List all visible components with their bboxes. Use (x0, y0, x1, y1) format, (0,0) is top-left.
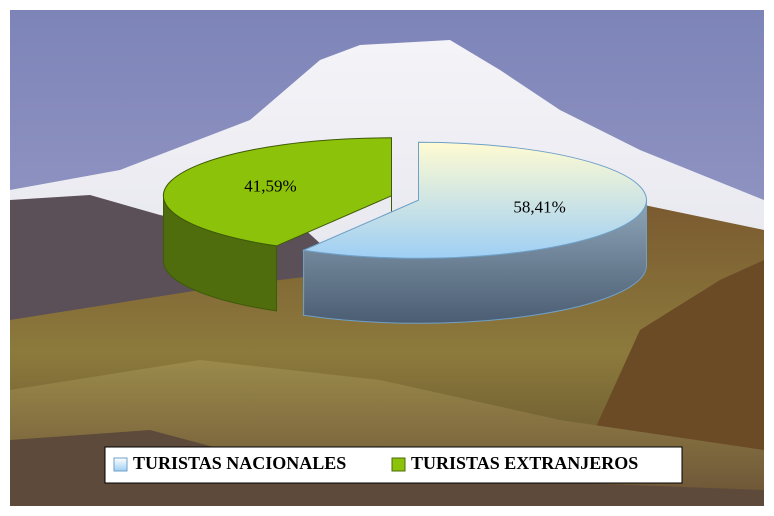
legend-swatch (114, 458, 127, 471)
data-label: 58,41% (513, 197, 565, 216)
legend-swatch (392, 458, 405, 471)
chart: 41,59% 58,41% TURISTAS NACIONALES TURISTA… (0, 0, 774, 516)
legend-label: TURISTAS EXTRANJEROS (411, 453, 638, 473)
legend-label: TURISTAS NACIONALES (133, 453, 346, 473)
legend: TURISTAS NACIONALES TURISTAS EXTRANJEROS (105, 447, 682, 483)
page: 41,59% 58,41% TURISTAS NACIONALES TURISTA… (0, 0, 774, 516)
data-label: 41,59% (244, 176, 296, 195)
